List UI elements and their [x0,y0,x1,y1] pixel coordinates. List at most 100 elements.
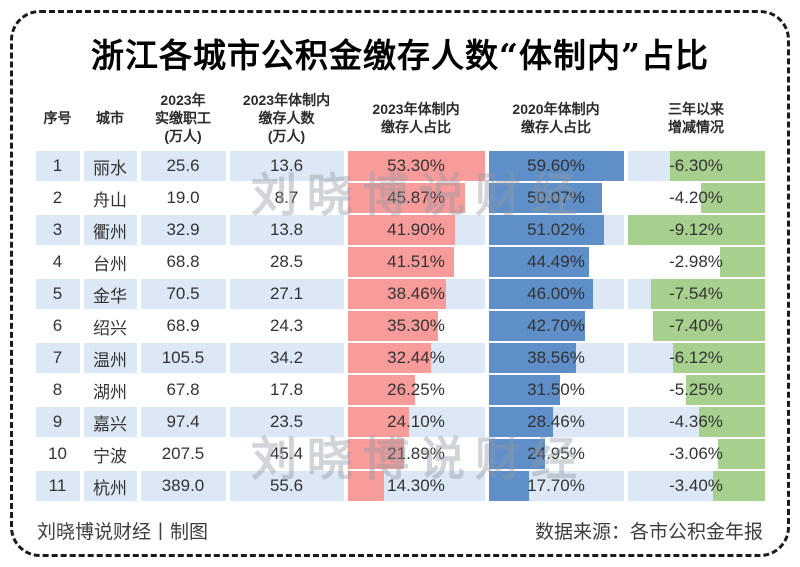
data-table: 序号 城市 2023年 实缴职工 (万人) 2023年体制内 缴存人数 (万人) 202… [35,89,765,501]
bar-value-label: -4.36% [669,412,723,431]
row-number-cell: 8 [35,375,80,405]
bar-value-label: 46.00% [527,284,585,303]
table-row: 8 湖州 67.8 17.8 26.25% 31.50% -5.25% [35,375,765,405]
city-cell: 台州 [83,247,137,277]
ratio-2020-cell: 38.56% [488,343,624,373]
table-row: 11 杭州 389.0 55.6 14.30% 17.70% -3.40% [35,471,765,501]
bar-value-label: 32.44% [387,348,445,367]
ratio-2023-cell: 53.30% [347,151,485,181]
page-title: 浙江各城市公积金缴存人数“体制内”占比 [91,36,709,75]
city-cell: 嘉兴 [83,407,137,437]
bar-value-label: -2.98% [669,252,723,271]
change-cell: -4.20% [627,183,765,213]
bar-value-label: -6.12% [669,348,723,367]
bar-value-label: 17.70% [527,476,585,495]
bar-change [718,439,765,469]
ratio-2020-cell: 17.70% [488,471,624,501]
ratio-2023-cell: 38.46% [347,279,485,309]
change-cell: -4.36% [627,407,765,437]
inside-count-cell: 13.6 [229,151,344,181]
inside-count-cell: 55.6 [229,471,344,501]
inside-count-cell: 28.5 [229,247,344,277]
paid-employees-cell: 67.8 [140,375,226,405]
bar-value-label: 41.51% [387,252,445,271]
bar-2020 [488,439,546,469]
inside-count-cell: 45.4 [229,439,344,469]
bar-value-label: 26.25% [387,380,445,399]
bar-2020 [488,279,593,309]
bar-change [713,471,765,501]
bar-change [685,375,765,405]
city-cell: 衢州 [83,215,137,245]
bar-value-label: 38.46% [387,284,445,303]
paid-employees-cell: 68.9 [140,311,226,341]
bar-value-label: -7.54% [669,284,723,303]
table-row: 5 金华 70.5 27.1 38.46% 46.00% -7.54% [35,279,765,309]
city-cell: 湖州 [83,375,137,405]
bar-change [699,407,765,437]
bar-value-label: 31.50% [527,380,585,399]
inside-count-cell: 23.5 [229,407,344,437]
bar-value-label: 53.30% [387,156,445,175]
footer: 刘晓博说财经丨制图 数据来源：各市公积金年报 [37,517,763,544]
paid-employees-cell: 97.4 [140,407,226,437]
ratio-2020-cell: 28.46% [488,407,624,437]
bar-change [669,151,765,181]
bar-change [672,343,765,373]
bar-value-label: 21.89% [387,444,445,463]
bar-2023 [347,439,404,469]
bar-value-label: 14.30% [387,476,445,495]
column-header: 2023年体制内 缴存人数 (万人) [242,91,331,145]
bar-2020 [488,215,605,245]
bar-2023 [347,151,485,181]
bar-value-label: 59.60% [527,156,585,175]
change-cell: -3.40% [627,471,765,501]
paid-employees-cell: 68.8 [140,247,226,277]
table-row: 1 丽水 25.6 13.6 53.30% 59.60% -6.30% [35,151,765,181]
table-row: 10 宁波 207.5 45.4 21.89% 24.95% -3.06% [35,439,765,469]
bar-value-label: -6.30% [669,156,723,175]
table-row: 7 温州 105.5 34.2 32.44% 38.56% -6.12% [35,343,765,373]
bar-value-label: -4.20% [669,188,723,207]
city-cell: 温州 [83,343,137,373]
paid-employees-cell: 32.9 [140,215,226,245]
change-cell: -3.06% [627,439,765,469]
change-cell: -7.54% [627,279,765,309]
row-number-cell: 7 [35,343,80,373]
column-header: 三年以来 增减情况 [668,100,724,135]
bar-2023 [347,343,431,373]
row-number-cell: 5 [35,279,80,309]
bar-value-label: 41.90% [387,220,445,239]
table-row: 4 台州 68.8 28.5 41.51% 44.49% -2.98% [35,247,765,277]
bar-change [653,311,765,341]
city-cell: 绍兴 [83,311,137,341]
bar-2020 [488,183,602,213]
bar-value-label: -7.40% [669,316,723,335]
row-number-cell: 1 [35,151,80,181]
bar-change [719,247,765,277]
row-number-cell: 2 [35,183,80,213]
change-cell: -7.40% [627,311,765,341]
ratio-2020-cell: 24.95% [488,439,624,469]
bar-2020 [488,311,586,341]
row-number-cell: 6 [35,311,80,341]
bar-2020 [488,151,624,181]
bar-2020 [488,343,576,373]
bar-2020 [488,247,590,277]
bar-2023 [347,279,447,309]
table-row: 6 绍兴 68.9 24.3 35.30% 42.70% -7.40% [35,311,765,341]
column-header: 2023年 实缴职工 (万人) [155,91,211,145]
bar-value-label: 24.10% [387,412,445,431]
bar-change [701,183,765,213]
ratio-2020-cell: 51.02% [488,215,624,245]
change-cell: -5.25% [627,375,765,405]
ratio-2020-cell: 42.70% [488,311,624,341]
ratio-2023-cell: 35.30% [347,311,485,341]
paid-employees-cell: 389.0 [140,471,226,501]
bar-2020 [488,407,554,437]
inside-count-cell: 8.7 [229,183,344,213]
bar-value-label: -3.06% [669,444,723,463]
bar-value-label: -5.25% [669,380,723,399]
bar-value-label: 35.30% [387,316,445,335]
column-header: 2023年体制内 缴存人占比 [372,100,460,135]
